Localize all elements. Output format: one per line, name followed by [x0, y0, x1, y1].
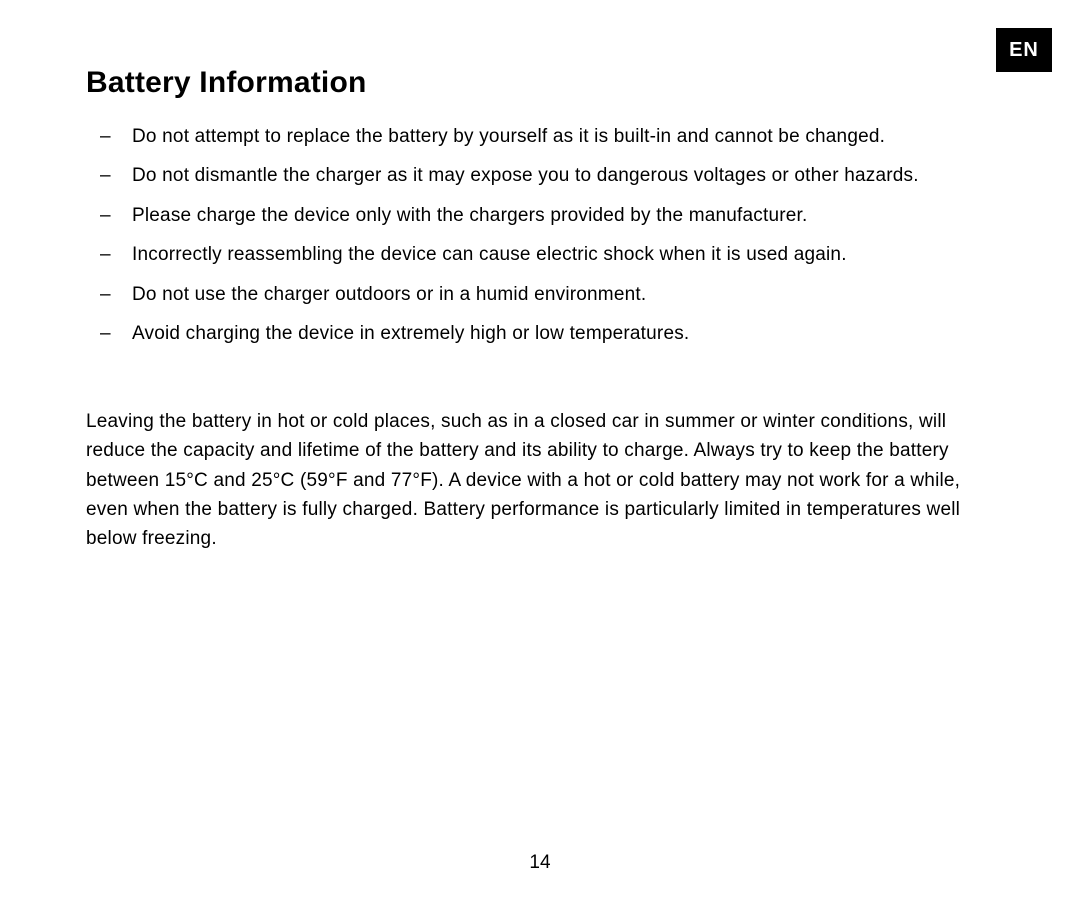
- list-item-text: Incorrectly reassembling the device can …: [132, 240, 994, 269]
- document-page: EN Battery Information – Do not attempt …: [0, 0, 1080, 900]
- list-item: – Do not use the charger outdoors or in …: [86, 280, 994, 309]
- list-item: – Do not attempt to replace the battery …: [86, 122, 994, 151]
- list-item: – Avoid charging the device in extremely…: [86, 319, 994, 348]
- page-content: Battery Information – Do not attempt to …: [86, 66, 994, 554]
- list-item: – Do not dismantle the charger as it may…: [86, 161, 994, 190]
- list-item-text: Please charge the device only with the c…: [132, 201, 994, 230]
- page-number: 14: [0, 852, 1080, 874]
- bullet-marker: –: [86, 280, 132, 309]
- body-paragraph: Leaving the battery in hot or cold place…: [86, 407, 994, 554]
- bullet-marker: –: [86, 122, 132, 151]
- list-item-text: Do not dismantle the charger as it may e…: [132, 161, 994, 190]
- list-item: – Incorrectly reassembling the device ca…: [86, 240, 994, 269]
- bullet-marker: –: [86, 201, 132, 230]
- bullet-list: – Do not attempt to replace the battery …: [86, 122, 994, 349]
- list-item-text: Avoid charging the device in extremely h…: [132, 319, 994, 348]
- language-badge: EN: [996, 28, 1052, 72]
- bullet-marker: –: [86, 240, 132, 269]
- list-item: – Please charge the device only with the…: [86, 201, 994, 230]
- list-item-text: Do not use the charger outdoors or in a …: [132, 280, 994, 309]
- page-title: Battery Information: [86, 66, 994, 100]
- bullet-marker: –: [86, 161, 132, 190]
- list-item-text: Do not attempt to replace the battery by…: [132, 122, 994, 151]
- bullet-marker: –: [86, 319, 132, 348]
